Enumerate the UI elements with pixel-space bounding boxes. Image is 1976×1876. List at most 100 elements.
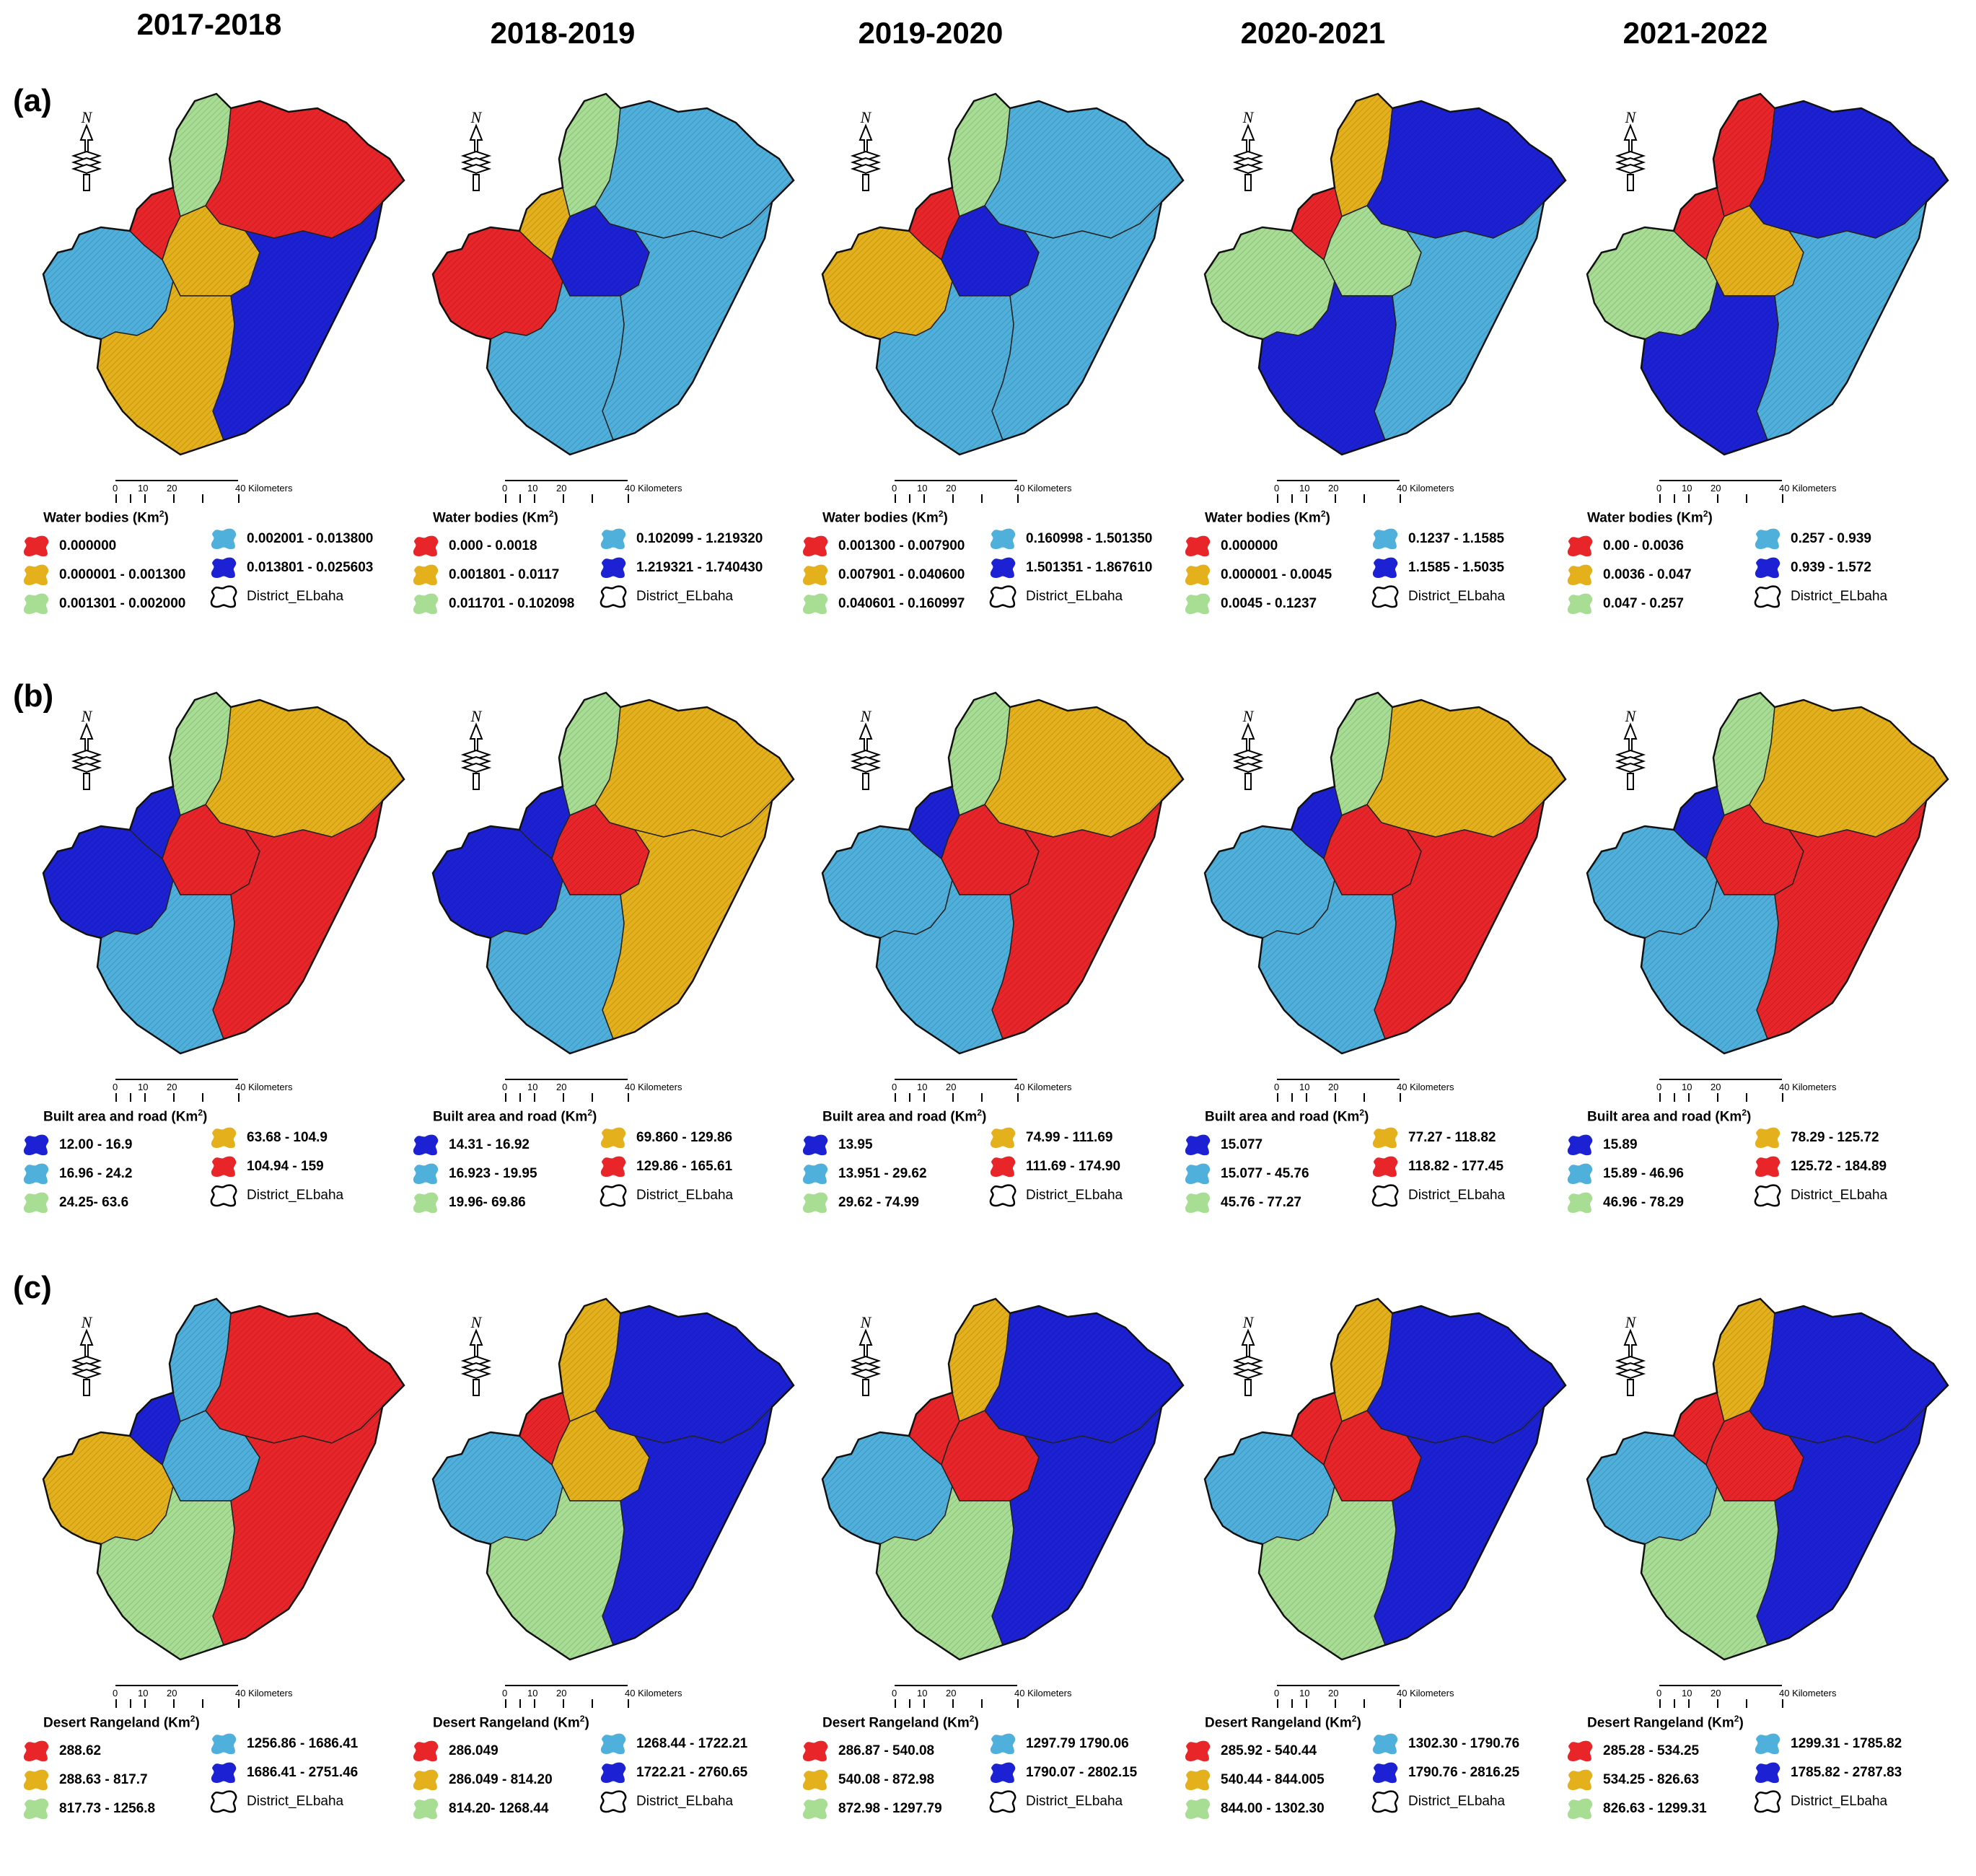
column-title-2021-2022: 2021-2022 xyxy=(1622,16,1768,50)
north-arrow-icon: N xyxy=(455,1313,498,1400)
legend-item-label: 118.82 - 177.45 xyxy=(1408,1159,1504,1174)
scale-unit: 40 Kilometers xyxy=(1779,1082,1837,1092)
legend-title: Built area and road (Km2) xyxy=(1587,1108,1752,1125)
legend-item-label: 817.73 - 1256.8 xyxy=(59,1801,156,1816)
north-arrow-icon: N xyxy=(65,1313,108,1400)
map-panel: N 0 10 20 40 Kilometers Water bodies (Km2) 0.0… xyxy=(413,79,808,671)
legend-item: 118.82 - 177.45 xyxy=(1371,1154,1503,1180)
legend-item: 0.007901 - 0.040600 xyxy=(801,562,965,588)
north-label: N xyxy=(1625,707,1637,725)
legend-item-label: 534.25 - 826.63 xyxy=(1603,1772,1700,1787)
legend-item: 78.29 - 125.72 xyxy=(1753,1125,1879,1151)
legend-item-label: 13.951 - 29.62 xyxy=(838,1166,927,1181)
legend-item-label: 0.013801 - 0.025603 xyxy=(247,560,374,575)
scale-unit: 40 Kilometers xyxy=(625,483,682,494)
legend-item: 111.69 - 174.90 xyxy=(988,1154,1120,1180)
legend-item-boundary: District_ELbaha xyxy=(1371,1789,1505,1815)
legend-item: 0.257 - 0.939 xyxy=(1753,526,1871,552)
legend-boundary-label: District_ELbaha xyxy=(1791,1794,1888,1809)
north-label: N xyxy=(1242,707,1255,725)
legend-title: Desert Rangeland (Km2) xyxy=(43,1714,200,1731)
legend-item-label: 286.049 - 814.20 xyxy=(449,1772,553,1787)
scale-tick-label: 10 xyxy=(1682,1688,1692,1699)
legend-item: 1.219321 - 1.740430 xyxy=(599,555,763,581)
legend-item-label: 0.160998 - 1.501350 xyxy=(1026,531,1153,546)
north-arrow-icon: N xyxy=(65,108,108,195)
legend-item-label: 540.44 - 844.005 xyxy=(1221,1772,1325,1787)
scale-tick-label: 10 xyxy=(1682,483,1692,494)
legend-title: Water bodies (Km2) xyxy=(433,509,558,526)
legend-item: 288.63 - 817.7 xyxy=(22,1767,148,1793)
legend-item: 15.077 - 45.76 xyxy=(1183,1161,1309,1187)
legend-item-label: 0.000000 xyxy=(59,538,117,553)
scale-unit: 40 Kilometers xyxy=(1014,1082,1072,1092)
legend-item: 844.00 - 1302.30 xyxy=(1183,1796,1325,1822)
legend-item-label: 0.001300 - 0.007900 xyxy=(838,538,965,553)
legend-item-boundary: District_ELbaha xyxy=(1753,1789,1887,1815)
scale-tick-label: 20 xyxy=(556,1082,567,1092)
legend-item: 0.160998 - 1.501350 xyxy=(988,526,1152,552)
legend-item-boundary: District_ELbaha xyxy=(209,584,343,610)
legend-item-label: 24.25- 63.6 xyxy=(59,1195,129,1210)
map-panel: N 0 10 20 40 Kilometers Desert Rangeland (Km2… xyxy=(413,1284,808,1876)
scale-unit: 40 Kilometers xyxy=(235,1082,293,1092)
scale-tick-label: 10 xyxy=(527,1082,538,1092)
district-outline xyxy=(42,691,405,1055)
legend: Desert Rangeland (Km2) 286.87 - 540.08 540… xyxy=(794,1714,1198,1858)
scale-tick-label: 20 xyxy=(167,1082,177,1092)
legend-item: 0.000001 - 0.0045 xyxy=(1183,562,1332,588)
legend: Water bodies (Km2) 0.001300 - 0.007900 0.0… xyxy=(794,509,1198,653)
legend-item-boundary: District_ELbaha xyxy=(209,1183,343,1209)
legend: Built area and road (Km2) 13.95 13.951 - 2… xyxy=(794,1108,1198,1252)
district-outline xyxy=(42,1297,405,1661)
district-outline xyxy=(821,92,1185,456)
legend-item-label: 0.011701 - 0.102098 xyxy=(449,596,575,611)
legend-item: 77.27 - 118.82 xyxy=(1371,1125,1496,1151)
scale-tick-label: 0 xyxy=(892,483,897,494)
legend-item: 24.25- 63.6 xyxy=(22,1190,128,1216)
legend-item: 15.89 - 46.96 xyxy=(1566,1161,1684,1187)
district-outline xyxy=(1586,92,1949,456)
map-panel: N 0 10 20 40 Kilometers Water bodies (Km2) 0.0… xyxy=(23,79,418,671)
legend-item-label: 69.860 - 129.86 xyxy=(636,1130,733,1145)
scale-tick-label: 20 xyxy=(946,1688,957,1699)
north-label: N xyxy=(1625,108,1637,126)
north-arrow-icon: N xyxy=(1226,707,1270,794)
district-outline xyxy=(431,92,795,456)
legend-item-label: 1790.76 - 2816.25 xyxy=(1408,1765,1520,1780)
scale-tick-label: 20 xyxy=(1328,483,1339,494)
legend-item-label: 15.89 xyxy=(1603,1137,1638,1152)
north-arrow-icon: N xyxy=(455,108,498,195)
north-arrow-icon: N xyxy=(455,707,498,794)
north-label: N xyxy=(860,108,872,126)
legend-item-label: 0.939 - 1.572 xyxy=(1791,560,1871,575)
legend-title: Desert Rangeland (Km2) xyxy=(822,1714,979,1731)
legend-item-label: 0.000001 - 0.0045 xyxy=(1221,567,1332,582)
scale-tick-label: 0 xyxy=(1656,483,1662,494)
map-panel: N 0 10 20 40 Kilometers Water bodies (Km2) 0.0… xyxy=(1567,79,1962,671)
legend-item: 1297.79 1790.06 xyxy=(988,1731,1129,1757)
scale-tick-label: 10 xyxy=(917,483,928,494)
legend-item: 540.08 - 872.98 xyxy=(801,1767,934,1793)
legend-boundary-label: District_ELbaha xyxy=(1026,1794,1123,1809)
scale-bar: 0 10 20 40 Kilometers xyxy=(1656,1678,1890,1708)
scale-tick-label: 10 xyxy=(917,1688,928,1699)
scale-bar: 0 10 20 40 Kilometers xyxy=(892,1071,1125,1102)
scale-bar: 0 10 20 40 Kilometers xyxy=(113,1678,346,1708)
scale-tick-label: 10 xyxy=(138,483,149,494)
north-arrow-icon: N xyxy=(1609,108,1652,195)
legend-item-label: 46.96 - 78.29 xyxy=(1603,1195,1684,1210)
legend-item-label: 0.002001 - 0.013800 xyxy=(247,531,374,546)
scale-tick-label: 10 xyxy=(1682,1082,1692,1092)
legend-item-label: 0.0045 - 0.1237 xyxy=(1221,596,1317,611)
north-label: N xyxy=(860,1313,872,1331)
legend-boundary-label: District_ELbaha xyxy=(1791,589,1888,604)
scale-tick-label: 10 xyxy=(138,1688,149,1699)
map-panel: N 0 10 20 40 Kilometers Built area and road (… xyxy=(1567,678,1962,1270)
legend-item-label: 0.001301 - 0.002000 xyxy=(59,596,186,611)
column-title-2020-2021: 2020-2021 xyxy=(1240,16,1386,50)
legend-title: Desert Rangeland (Km2) xyxy=(1587,1714,1744,1731)
scale-tick-label: 0 xyxy=(113,1082,118,1092)
legend-title: Built area and road (Km2) xyxy=(433,1108,597,1125)
